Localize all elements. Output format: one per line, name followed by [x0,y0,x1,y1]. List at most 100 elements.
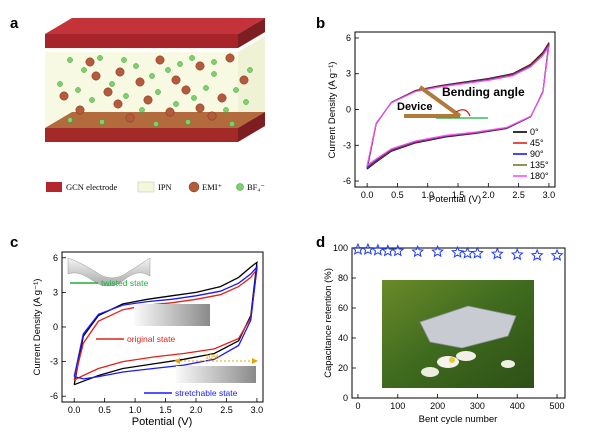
stretchable-state-label: stretchable state [175,388,238,398]
y-tick-label: -3 [50,357,58,367]
plot-frame-d [351,247,566,399]
y-tick-label: -6 [343,176,351,186]
x-tick-label: 2.5 [512,190,525,200]
cv-curve-0 [73,260,258,386]
x-tick-label: 2.0 [190,405,203,415]
bf4-ion [67,57,73,63]
device-label: Device [397,101,432,113]
y-tick-label: 100 [333,243,348,253]
schematic-panel-a: GCN electrode IPN EMI⁺ BF₄⁻ [43,18,267,193]
y-tick-label: 60 [338,303,348,313]
emi-ion [165,107,175,117]
legend-label: 135° [530,160,549,170]
bending-angle-label: Bending angle [442,85,525,99]
ipn-side-face [238,36,265,128]
y-tick-label: 80 [338,273,348,283]
emi-ion [181,85,191,95]
cv-plot-bending: 0.0 0.5 1.0 1.5 2.0 2.5 3.0 -6 -3 0 3 6 Potential (… [327,31,556,205]
panel-label-b: b [316,15,325,32]
emi-ion [103,87,113,97]
x-axis-label-b: Potential (V) [429,194,481,205]
angle-arc [455,109,471,117]
retention-plot: 0 100 200 300 400 500 0 20 40 60 80 100 Bent cycle … [323,242,566,425]
bottom-electrode-front [45,128,238,142]
bent-device-arm [418,85,462,118]
emi-ion [135,77,145,87]
bf4-ion [121,57,127,63]
bottom-electrode-side [238,112,265,142]
legend-b: 0°45°90°135°180° [513,127,549,181]
x-tick-label: 2.5 [220,405,233,415]
original-device-image [134,304,210,326]
panel-label-a: a [10,15,19,32]
legend-emi-ion [188,181,200,193]
x-tick-label: 1.0 [129,405,142,415]
retention-point [530,248,544,261]
retention-point [490,247,504,260]
flower-petal-3 [421,367,439,377]
top-electrode-side [238,18,265,48]
bf4-ion [191,95,197,101]
bf4-ion [203,85,209,91]
bf4-ion [89,97,95,103]
bf4-ion [133,63,139,69]
emi-ion [113,99,123,109]
axis-ticks-d: 0 100 200 300 400 500 0 20 40 60 80 100 [333,243,565,411]
retention-point [361,242,375,255]
x-tick-label: 0.5 [98,405,111,415]
y-tick-label: 0 [343,393,348,403]
y-axis-label-c: Current Density (A g⁻¹) [32,279,43,376]
flower-center [449,357,455,363]
bf4-ion [211,71,217,77]
x-tick-label: 3.0 [251,405,264,415]
y-tick-label: 6 [346,33,351,43]
emi-ion [91,71,101,81]
flower-petal-1 [437,356,459,368]
legend-label: 90° [530,149,544,159]
y-tick-label: 20 [338,363,348,373]
emi-ion [59,91,69,101]
y-tick-label: -6 [50,391,58,401]
retention-point [431,245,445,258]
device-on-flower [419,305,517,349]
bf4-ion [109,81,115,87]
x-tick-label: 0.5 [391,190,404,200]
legend-label-bf4: BF₄⁻ [247,182,265,192]
bf4-ion [185,119,191,125]
y-tick-label: 0 [53,322,58,332]
bf4-ion [189,55,195,61]
cv-curves-c [73,260,258,386]
x-tick-label: 300 [470,401,485,411]
retention-point [391,244,405,257]
strain-label: 10% [205,354,219,361]
bf4-ion [57,81,63,87]
bf4-ion [153,121,159,127]
retention-point [371,243,385,256]
flower-petal-4 [501,360,515,368]
retention-points [351,242,564,261]
bf4-ion [243,99,249,105]
bf4-ion [123,93,129,99]
twisted-device-image [67,257,151,287]
bf4-ion [247,67,253,73]
bf4-ion [223,107,229,113]
emi-ion [155,55,165,65]
plot-frame-b [354,31,556,188]
bf4-ion [165,67,171,73]
bf4-ion [139,107,145,113]
bf4-ion [149,73,155,79]
bf4-ion [67,117,73,123]
retention-point [451,245,464,258]
retention-point [510,248,524,261]
x-tick-label: 2.0 [482,190,495,200]
y-axis-label-d: Capacitance retention (%) [323,268,334,378]
bf4-ion [75,87,81,93]
bf4-ion [81,67,87,73]
axis-ticks-b: 0.0 0.5 1.0 1.5 2.0 2.5 3.0 -6 -3 0 3 6 [343,33,555,200]
bending-device-inset: Bending angle Device [397,85,525,119]
panel-label-d: d [316,234,325,251]
y-axis-label-b: Current Density (A g⁻¹) [327,62,338,159]
legend-panel-a: GCN electrode IPN EMI⁺ BF₄⁻ [46,181,265,193]
legend-label: 45° [530,138,544,148]
